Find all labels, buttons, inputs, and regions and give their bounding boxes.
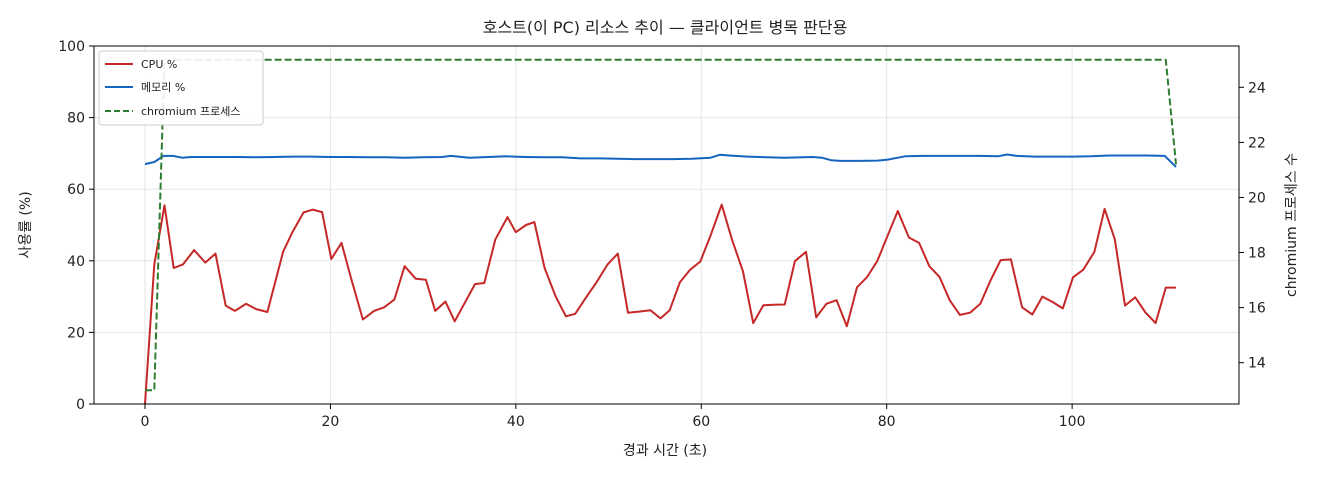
chromium-series-line: [145, 58, 1177, 392]
y-tick-label: 0: [76, 397, 85, 413]
legend-label-cpu: CPU %: [141, 58, 177, 71]
y2-tick-label: 18: [1248, 246, 1266, 262]
axes: 0 20 40 60 80 100 0 20 40 60 80 100 14 16 18 20 22 24: [58, 39, 1266, 430]
y2-axis-label: chromium 프로세스 수: [1284, 153, 1300, 297]
y-axis-label: 사용률 (%): [18, 191, 34, 258]
y2-tick-label: 20: [1248, 190, 1266, 206]
y2-tick-label: 14: [1248, 356, 1266, 372]
legend: CPU % 메모리 % chromium 프로세스: [98, 50, 264, 126]
y2-tick-label: 24: [1248, 80, 1266, 96]
y-tick-label: 100: [58, 39, 85, 55]
y-tick-label: 40: [67, 254, 85, 270]
y-tick-label: 80: [67, 111, 85, 127]
chart-title: 호스트(이 PC) 리소스 추이 — 클라이언트 병목 판단용: [483, 18, 848, 37]
x-axis-label: 경과 시간 (초): [623, 443, 707, 459]
grid: [94, 45, 1239, 405]
y-tick-label: 60: [67, 182, 85, 198]
x-tick-label: 60: [692, 414, 710, 430]
x-tick-label: 80: [878, 414, 896, 430]
x-tick-label: 40: [507, 414, 525, 430]
x-tick-label: 0: [141, 414, 150, 430]
legend-label-memory: 메모리 %: [141, 81, 185, 94]
x-tick-label: 100: [1059, 414, 1086, 430]
legend-label-chromium: chromium 프로세스: [141, 105, 240, 118]
x-tick-label: 20: [322, 414, 340, 430]
y2-tick-label: 22: [1248, 135, 1266, 151]
legend-box: [98, 50, 264, 126]
plot-frame: [93, 45, 1240, 405]
y2-tick-label: 16: [1248, 301, 1266, 317]
cpu-series-line: [144, 203, 1176, 405]
series-layer: [144, 58, 1177, 405]
memory-series-line: [144, 153, 1177, 168]
y-tick-label: 20: [67, 325, 85, 341]
